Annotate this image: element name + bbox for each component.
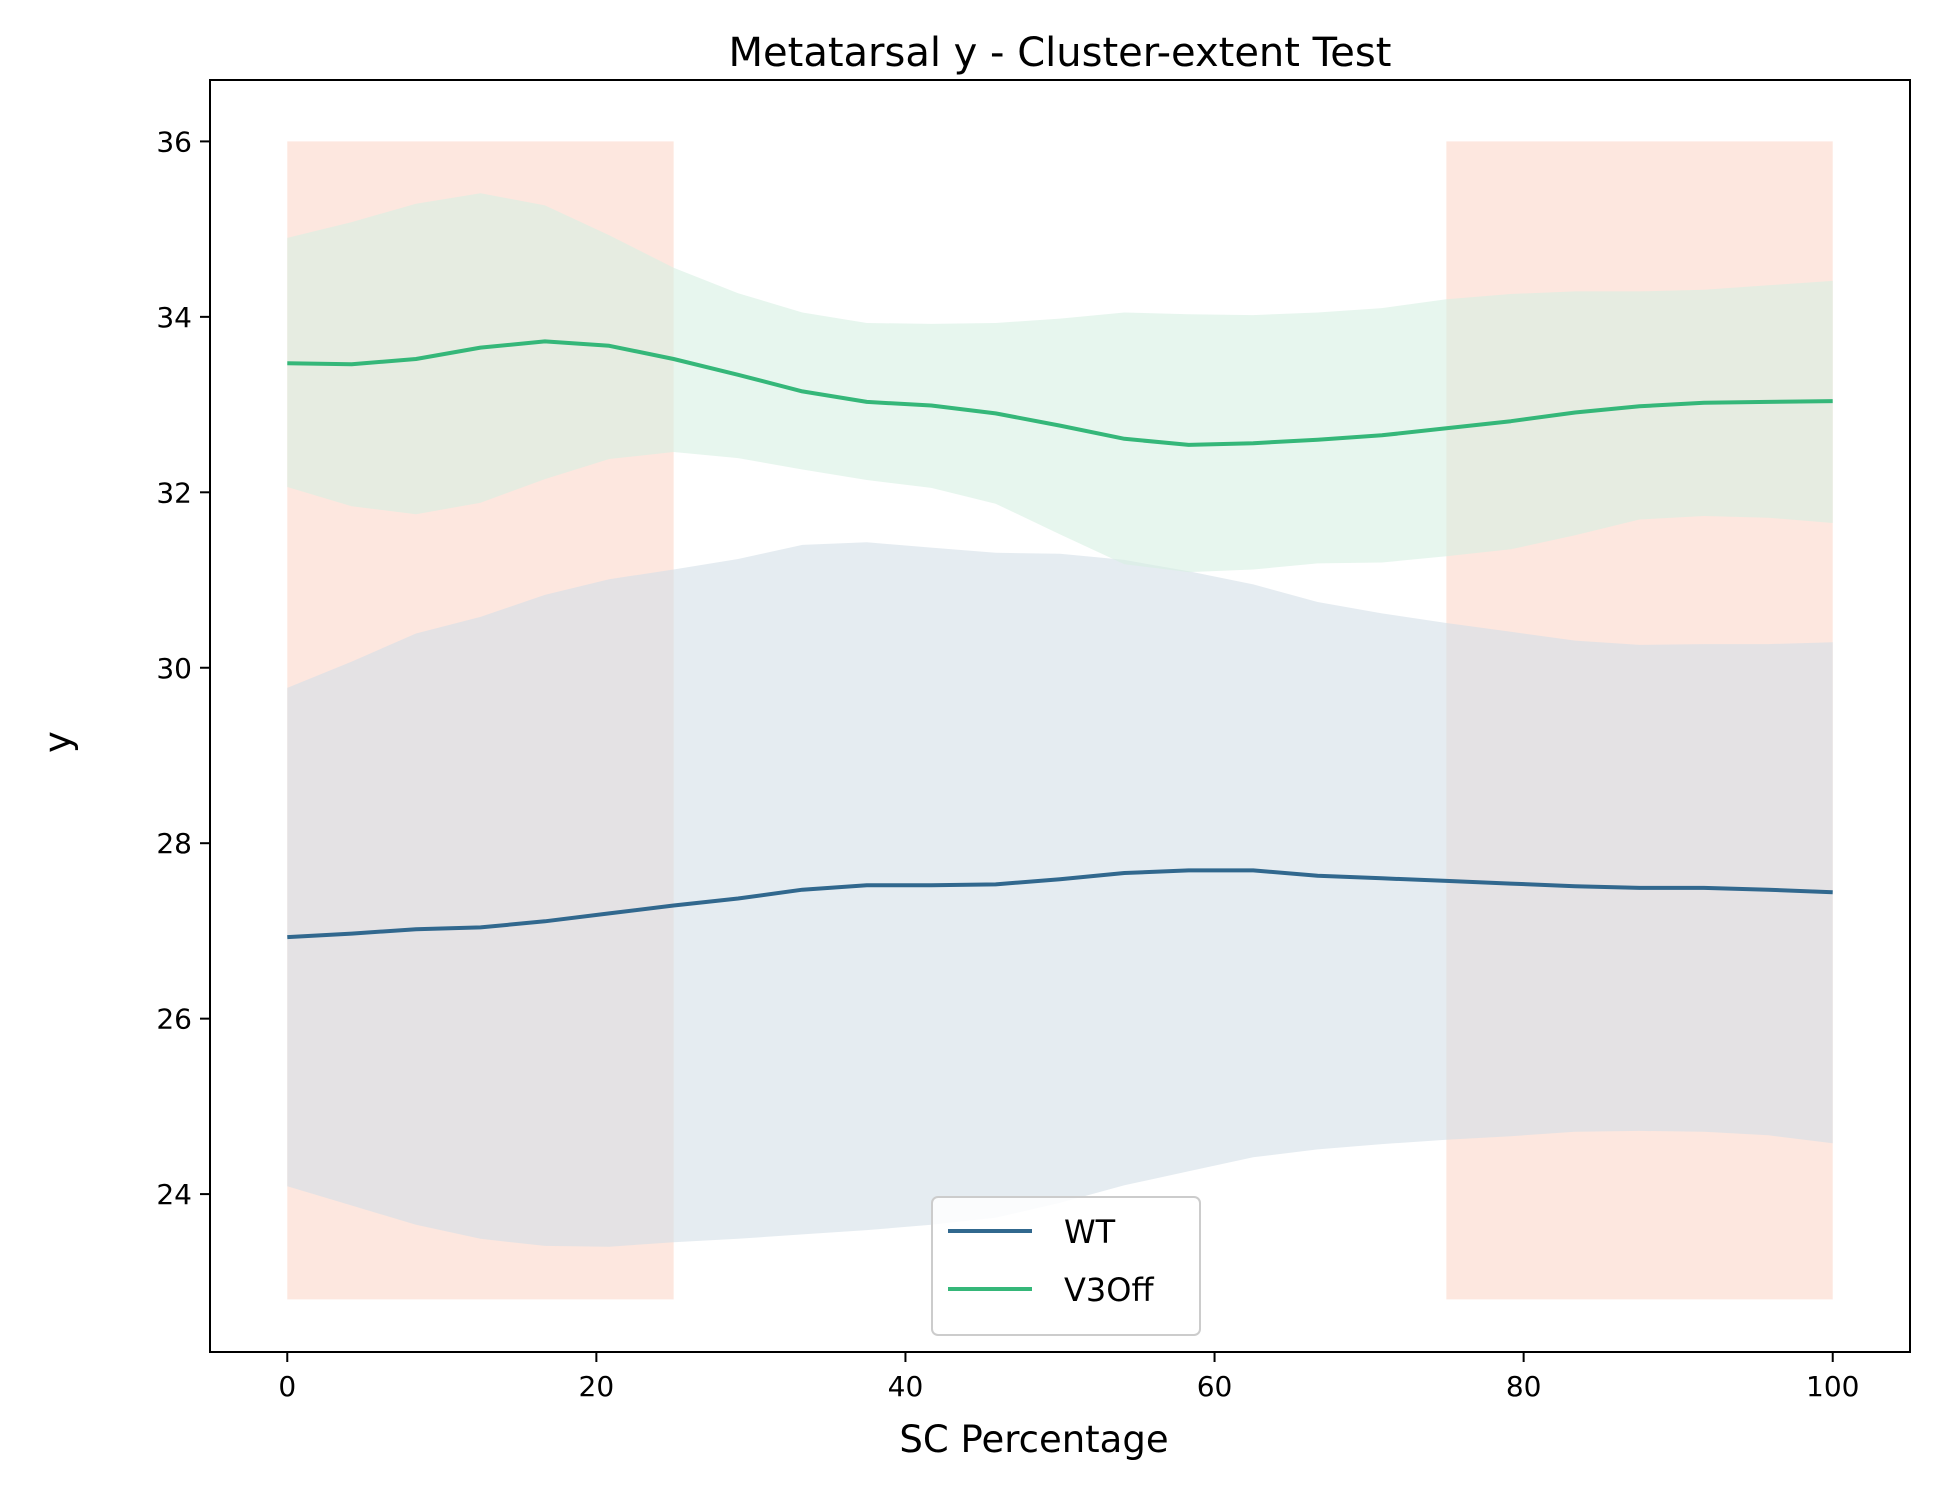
- x-tick-label: 60: [1197, 1370, 1233, 1403]
- legend-label-wt: WT: [1064, 1213, 1116, 1251]
- plot-area-frame: [209, 79, 1911, 1353]
- y-tick-label: 36: [156, 125, 192, 158]
- series-lines: [287, 339, 1833, 940]
- legend: WT V3Off: [931, 1196, 1201, 1336]
- y-tick-label: 32: [156, 476, 192, 509]
- band-wt: [287, 542, 1833, 1247]
- y-tick-label: 30: [156, 652, 192, 685]
- x-tick-label: 0: [278, 1370, 296, 1403]
- y-axis-label: y: [36, 731, 79, 753]
- confidence-bands: [287, 193, 1833, 1247]
- x-axis-ticks: 0 20 40 60 80 100: [278, 1352, 1859, 1403]
- legend-label-v3off: V3Off: [1064, 1271, 1154, 1309]
- y-tick-label: 28: [156, 827, 192, 860]
- x-tick-label: 40: [888, 1370, 924, 1403]
- x-tick-label: 100: [1806, 1370, 1859, 1403]
- y-tick-label: 26: [156, 1003, 192, 1036]
- x-tick-label: 20: [579, 1370, 615, 1403]
- y-tick-label: 24: [156, 1178, 192, 1211]
- x-tick-label: 80: [1506, 1370, 1542, 1403]
- x-axis-label: SC Percentage: [899, 1418, 1168, 1461]
- y-tick-label: 34: [156, 301, 192, 334]
- band-v3off: [287, 193, 1833, 573]
- series-line-v3off: [287, 339, 1833, 447]
- y-axis-ticks: 24 26 28 30 32 34 36: [156, 125, 210, 1211]
- chart-title: Metatarsal y - Cluster-extent Test: [729, 30, 1392, 76]
- series-line-wt: [287, 868, 1833, 940]
